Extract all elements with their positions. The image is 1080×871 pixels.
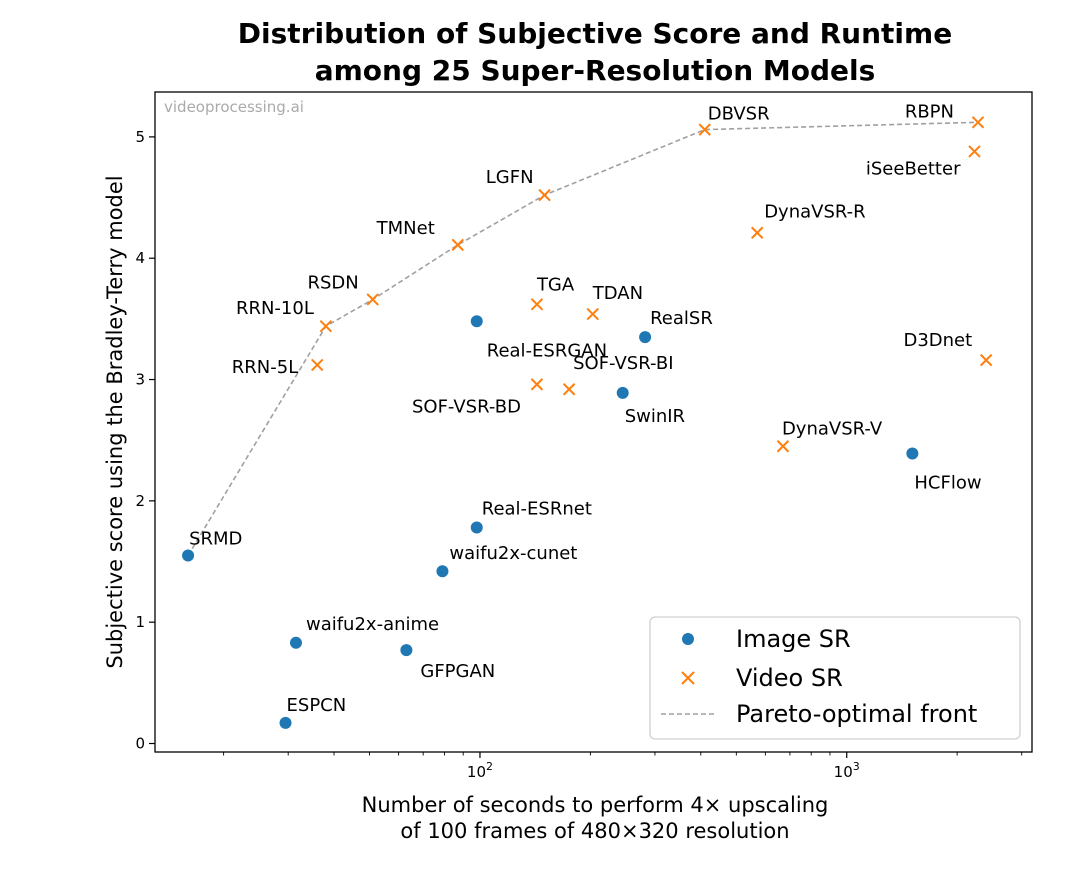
image-sr-point [616, 386, 629, 399]
y-tick-label: 5 [135, 128, 145, 146]
video-sr-point [971, 116, 985, 129]
point-label: Real-ESRnet [482, 499, 592, 520]
watermark: videoprocessing.ai [164, 98, 304, 116]
chart-title-line-2: among 25 Super-Resolution Models [315, 54, 876, 87]
video-sr-point [586, 307, 599, 321]
point-label: D3Dnet [903, 330, 972, 351]
point-label: DynaVSR-R [764, 202, 865, 223]
image-sr-point [639, 331, 652, 344]
point-label: RRN-5L [232, 357, 298, 378]
video-sr-point [698, 123, 711, 136]
pareto-front [187, 121, 979, 556]
y-axis-ticks: 0 1 2 3 4 5 [135, 128, 155, 753]
legend-video-sr-label: Video SR [736, 664, 843, 692]
image-sr-point [906, 447, 919, 460]
video-sr-point [968, 145, 981, 158]
video-sr-point [319, 319, 333, 333]
point-label: Real-ESRGAN [487, 340, 607, 361]
point-label: SRMD [189, 528, 242, 549]
point-label: waifu2x-cunet [449, 543, 577, 564]
video-sr-point [776, 440, 790, 453]
point-label: SOF-VSR-BD [412, 396, 521, 417]
point-label: RealSR [650, 308, 713, 329]
video-sr-point [311, 358, 324, 372]
y-tick-label: 0 [135, 735, 145, 753]
video-sr-point [562, 383, 576, 396]
x-tick-label: 103 [834, 760, 860, 781]
image-sr-point [470, 315, 483, 328]
data-points [182, 116, 993, 729]
point-label: TMNet [376, 218, 435, 239]
video-sr-point [366, 293, 379, 306]
chart-title-line-1: Distribution of Subjective Score and Run… [238, 17, 952, 50]
image-sr-point [436, 565, 449, 578]
image-sr-point [182, 549, 195, 562]
point-label: RSDN [307, 272, 358, 293]
point-labels: SRMD ESPCN waifu2x-anime GFPGAN waifu2x-cune… [189, 101, 982, 716]
point-label: DynaVSR-V [782, 418, 883, 439]
legend-box [649, 616, 1021, 740]
point-label: LGFN [486, 167, 534, 188]
plot-frame [154, 91, 1033, 753]
point-label: SwinIR [625, 406, 685, 427]
y-tick-label: 1 [135, 613, 145, 631]
point-label: RRN-10L [236, 298, 314, 319]
legend-image-sr-marker [682, 633, 694, 645]
image-sr-point [470, 521, 483, 534]
y-axis-label: Subjective score using the Bradley-Terry… [103, 175, 127, 668]
video-sr-point [530, 378, 544, 391]
point-label: GFPGAN [420, 661, 495, 682]
video-sr-point [538, 188, 551, 202]
image-sr-point [279, 716, 292, 729]
x-axis-label-line-2: of 100 frames of 480×320 resolution [400, 819, 789, 843]
point-label: waifu2x-anime [306, 614, 439, 635]
point-label: iSeeBetter [866, 158, 961, 179]
x-tick-label: 102 [467, 760, 493, 781]
image-sr-point [400, 644, 413, 657]
image-sr-point [289, 636, 302, 649]
point-label: ESPCN [287, 695, 347, 716]
point-label: DBVSR [708, 104, 770, 125]
video-sr-point [451, 238, 464, 252]
y-tick-label: 2 [135, 492, 145, 510]
legend-image-sr-label: Image SR [736, 625, 851, 653]
legend: Image SR Video SR Pareto-optimal front [649, 616, 1021, 740]
y-tick-label: 3 [135, 371, 145, 389]
point-label: SOF-VSR-BI [573, 353, 673, 374]
pareto-line [187, 121, 979, 556]
point-label: HCFlow [914, 473, 981, 494]
video-sr-point [530, 298, 544, 311]
video-sr-point [979, 353, 993, 367]
x-axis-label-line-1: Number of seconds to perform 4× upscalin… [362, 793, 829, 817]
video-sr-point [750, 226, 764, 239]
legend-video-sr-marker [681, 671, 695, 685]
point-label: RBPN [905, 101, 954, 122]
x-axis-ticks: 102 103 [223, 752, 1023, 781]
legend-pareto-label: Pareto-optimal front [736, 700, 977, 728]
point-label: TDAN [592, 283, 643, 304]
point-label: TGA [536, 274, 575, 295]
y-tick-label: 4 [135, 249, 145, 267]
